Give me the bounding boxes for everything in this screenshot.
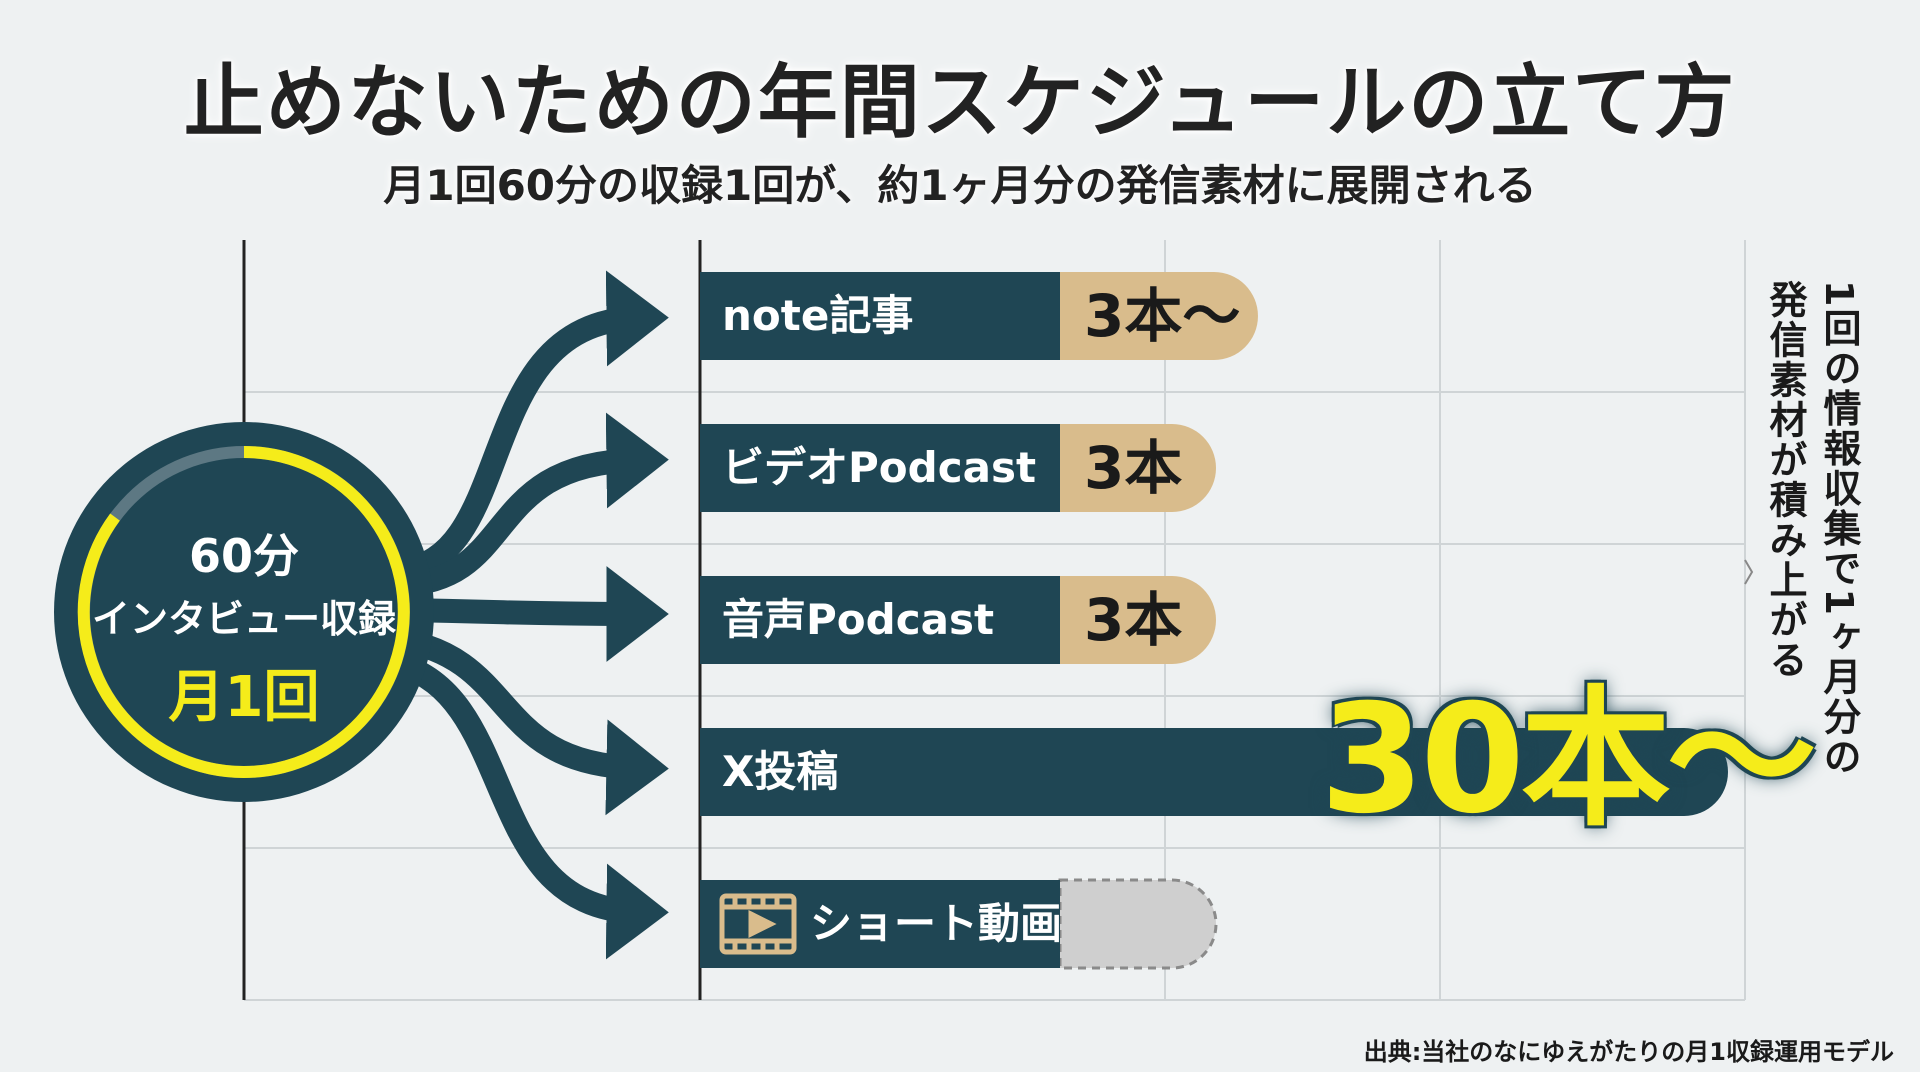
side-note-line2: 発信素材が積み上がる [1763,280,1807,680]
side-note-line1: 1回の情報収集で1ヶ月分の [1817,280,1861,777]
arrow-x-post [397,628,669,816]
output-count-video-podcast: 3本 [1084,434,1183,502]
arrow-note [398,270,669,582]
bar-audio-podcast [700,576,1216,664]
side-bracket [1744,559,1754,585]
bar-video-podcast [700,424,1216,512]
hub-circle [54,422,434,802]
arrow-shorts [396,653,669,960]
hub-activity: インタビュー収録 [91,597,396,641]
video-play-icon [719,893,797,955]
branch-arrows [396,270,669,960]
output-count-audio-podcast: 3本 [1084,586,1183,654]
page-title: 止めないための年間スケジュールの立て方 [183,56,1737,149]
arrow-video-podcast [399,412,669,597]
bar-note [700,272,1258,360]
hub-frequency: 月1回 [168,665,320,730]
bar-x-post [700,728,1728,816]
hub-duration: 60分 [188,529,299,583]
page-subtitle: 月1回60分の収録1回が、約1ヶ月分の発信素材に展開される [383,161,1537,210]
output-label-video-podcast: ビデオPodcast [722,443,1037,492]
output-count-note: 3本〜 [1084,282,1241,350]
output-label-shorts: ショート動画 [810,899,1063,948]
output-count-x-post: 30本〜 [1320,673,1817,847]
output-label-audio-podcast: 音声Podcast [722,595,995,644]
hub-progress-ring [77,446,410,778]
output-label-note: note記事 [722,291,914,340]
arrow-audio-podcast [399,565,669,662]
source-credit: 出典:当社のなにゆえがたりの月1収録運用モデル [1363,1038,1894,1066]
output-label-x-post: X投稿 [722,747,839,796]
